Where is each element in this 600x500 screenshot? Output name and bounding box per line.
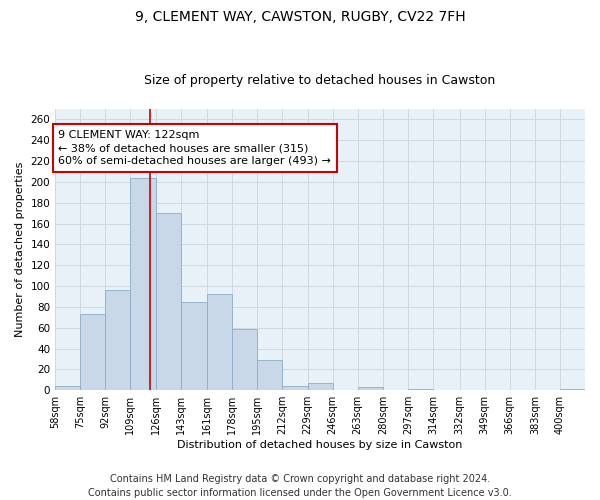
Bar (130, 178, 155, 390)
Text: Contains HM Land Registry data © Crown copyright and database right 2024.
Contai: Contains HM Land Registry data © Crown c… (88, 474, 512, 498)
Bar (80, 314, 106, 390)
Bar (283, 386, 308, 390)
Text: 9, CLEMENT WAY, CAWSTON, RUGBY, CV22 7FH: 9, CLEMENT WAY, CAWSTON, RUGBY, CV22 7FH (134, 10, 466, 24)
Title: Size of property relative to detached houses in Cawston: Size of property relative to detached ho… (145, 74, 496, 87)
Bar (181, 302, 207, 390)
Bar (308, 383, 332, 390)
Bar (155, 213, 181, 390)
Bar (560, 389, 585, 390)
Bar (207, 294, 232, 390)
X-axis label: Distribution of detached houses by size in Cawston: Distribution of detached houses by size … (178, 440, 463, 450)
Bar (55, 386, 80, 390)
Text: 9 CLEMENT WAY: 122sqm
← 38% of detached houses are smaller (315)
60% of semi-det: 9 CLEMENT WAY: 122sqm ← 38% of detached … (58, 130, 331, 166)
Y-axis label: Number of detached properties: Number of detached properties (15, 162, 25, 338)
Bar (106, 290, 130, 390)
Bar (358, 387, 383, 390)
Bar (232, 329, 257, 390)
Bar (408, 389, 433, 390)
Bar (257, 360, 283, 390)
